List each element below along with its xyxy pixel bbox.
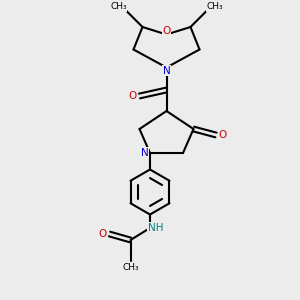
Text: O: O [99, 229, 107, 239]
Text: CH₃: CH₃ [110, 2, 127, 11]
Text: N: N [163, 65, 170, 76]
Text: N: N [141, 148, 148, 158]
Text: O: O [162, 26, 171, 37]
Text: NH: NH [148, 223, 163, 233]
Text: CH₃: CH₃ [122, 262, 139, 272]
Text: O: O [218, 130, 227, 140]
Text: O: O [129, 91, 137, 101]
Text: CH₃: CH₃ [206, 2, 223, 11]
